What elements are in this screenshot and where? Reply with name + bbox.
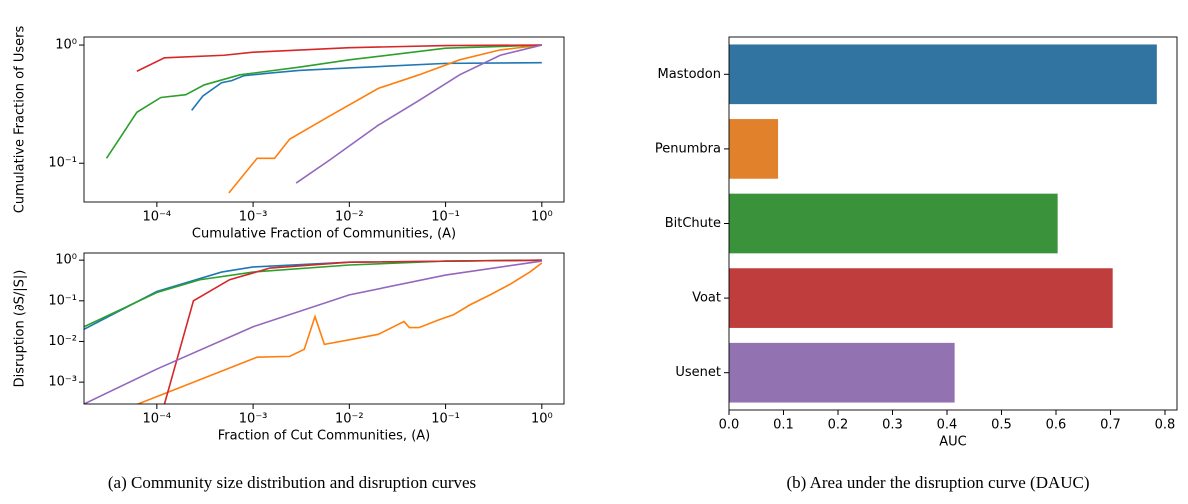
- x-axis-label: Fraction of Cut Communities, (A): [218, 429, 430, 444]
- plot-frame: [728, 36, 1178, 411]
- x-tick-label: 10⁰: [531, 412, 553, 427]
- y-tick-label: Voat: [692, 291, 721, 306]
- plot-area: [105, 44, 543, 194]
- x-tick-label: 10⁻³: [239, 210, 268, 225]
- x-tick-label: 10⁻¹: [431, 210, 460, 225]
- x-axis-label: Cumulative Fraction of Communities, (A): [192, 227, 456, 242]
- y-axis-label: Disruption (∂S/|S|): [13, 270, 28, 388]
- bar: [729, 193, 1058, 254]
- x-tick-label: 0.7: [1100, 418, 1121, 433]
- bar: [729, 119, 779, 179]
- x-tick-label: 0.1: [773, 418, 794, 433]
- x-tick-label: 10⁻⁴: [143, 210, 172, 225]
- x-tick-label: 0.5: [991, 418, 1012, 433]
- data-line: [191, 61, 542, 111]
- bar: [729, 44, 1157, 105]
- x-tick-label: 0.0: [719, 418, 740, 433]
- data-line: [105, 44, 542, 159]
- y-tick-label: BitChute: [665, 216, 721, 231]
- x-tick-label: 10⁻²: [335, 210, 364, 225]
- x-tick-label: 0.4: [937, 418, 958, 433]
- x-tick-label: 0.2: [828, 418, 849, 433]
- x-tick-label: 10⁻¹: [431, 412, 460, 427]
- y-tick-label: 10⁻¹: [48, 156, 77, 171]
- y-tick-label: 10⁻³: [48, 375, 77, 390]
- caption: (b) Area under the disruption curve (DAU…: [786, 473, 1089, 492]
- x-tick-label: 10⁻⁴: [143, 412, 172, 427]
- x-tick-label: 10⁰: [531, 210, 553, 225]
- x-tick-label: 0.3: [882, 418, 903, 433]
- data-line: [163, 259, 542, 404]
- plot-frame: [83, 36, 565, 203]
- y-tick-label: 10⁻¹: [48, 293, 77, 308]
- data-line: [136, 44, 542, 72]
- x-tick-label: 10⁻²: [335, 412, 364, 427]
- bar: [729, 342, 955, 403]
- x-tick-label: 10⁻³: [239, 412, 268, 427]
- y-axis-label: Cumulative Fraction of Users: [13, 26, 28, 214]
- bar: [729, 268, 1113, 328]
- plot-frame: [83, 252, 565, 405]
- data-line: [295, 44, 543, 184]
- x-axis-label: AUC: [939, 435, 967, 450]
- x-tick-label: 0.8: [1155, 418, 1176, 433]
- data-line: [84, 260, 542, 404]
- data-line: [135, 262, 543, 404]
- y-tick-label: Mastodon: [658, 67, 721, 82]
- caption: (a) Community size distribution and disr…: [108, 473, 476, 492]
- plot-area: [84, 259, 543, 404]
- y-tick-label: 10⁰: [55, 38, 77, 53]
- data-line: [228, 44, 542, 194]
- x-tick-label: 0.6: [1046, 418, 1067, 433]
- y-tick-label: 10⁻²: [48, 334, 77, 349]
- y-tick-label: 10⁰: [55, 253, 77, 268]
- y-tick-label: Penumbra: [655, 141, 721, 156]
- y-tick-label: Usenet: [675, 365, 721, 380]
